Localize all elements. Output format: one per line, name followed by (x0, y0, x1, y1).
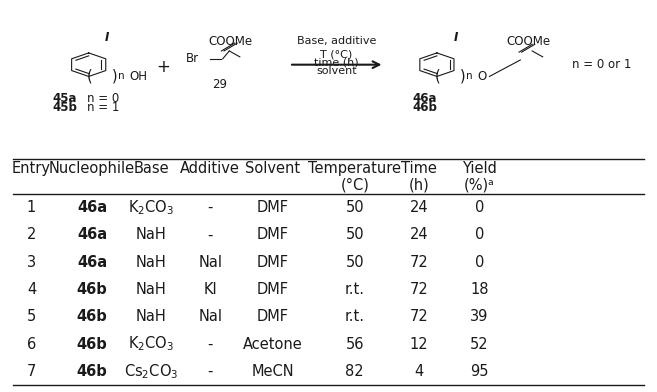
Text: (h): (h) (409, 178, 430, 192)
Text: n = 0: n = 0 (87, 91, 120, 105)
Text: Acetone: Acetone (243, 337, 302, 352)
Text: 46a: 46a (77, 227, 107, 242)
Text: MeCN: MeCN (252, 364, 294, 379)
Text: 39: 39 (470, 309, 489, 324)
Text: +: + (156, 58, 170, 76)
Text: 50: 50 (346, 227, 364, 242)
Text: Base: Base (133, 161, 169, 176)
Text: NaH: NaH (136, 255, 166, 270)
Text: T (°C): T (°C) (320, 49, 353, 59)
Text: n = 1: n = 1 (87, 101, 120, 114)
Text: 72: 72 (410, 309, 428, 324)
Text: 1: 1 (27, 200, 36, 215)
Text: Yield: Yield (462, 161, 497, 176)
Text: COOMe: COOMe (208, 34, 252, 48)
Text: (°C): (°C) (340, 178, 369, 192)
Text: 5: 5 (27, 309, 36, 324)
Text: 4: 4 (415, 364, 424, 379)
Text: n: n (466, 71, 473, 82)
Text: 46a: 46a (413, 91, 438, 105)
Text: -: - (208, 200, 213, 215)
Text: n: n (118, 71, 125, 82)
Text: 72: 72 (410, 282, 428, 297)
Text: r.t.: r.t. (345, 309, 365, 324)
Text: -: - (208, 364, 213, 379)
Text: 72: 72 (410, 255, 428, 270)
Text: time (h): time (h) (314, 58, 359, 68)
Text: 52: 52 (470, 337, 489, 352)
Text: 82: 82 (346, 364, 364, 379)
Text: 24: 24 (410, 200, 428, 215)
Text: 45a: 45a (53, 91, 77, 105)
Text: 46a: 46a (77, 255, 107, 270)
Text: COOMe: COOMe (507, 35, 551, 49)
Text: Time: Time (401, 161, 437, 176)
Text: 45b: 45b (53, 101, 78, 114)
Text: 46b: 46b (77, 282, 107, 297)
Text: 46b: 46b (77, 309, 107, 324)
Text: DMF: DMF (257, 255, 288, 270)
Text: $\mathregular{Cs_2CO_3}$: $\mathregular{Cs_2CO_3}$ (124, 362, 178, 381)
Text: Nucleophile: Nucleophile (49, 161, 135, 176)
Text: 46b: 46b (77, 337, 107, 352)
Text: OH: OH (129, 70, 147, 83)
Text: KI: KI (204, 282, 217, 297)
Text: NaH: NaH (136, 227, 166, 242)
Text: 18: 18 (470, 282, 489, 297)
Text: 2: 2 (27, 227, 36, 242)
Text: -: - (208, 337, 213, 352)
Text: (%)ᵃ: (%)ᵃ (464, 178, 495, 192)
Text: 50: 50 (346, 255, 364, 270)
Text: (: ( (87, 69, 92, 84)
Text: Br: Br (186, 52, 199, 65)
Text: $\mathregular{K_2CO_3}$: $\mathregular{K_2CO_3}$ (128, 198, 174, 217)
Text: r.t.: r.t. (345, 282, 365, 297)
Text: DMF: DMF (257, 227, 288, 242)
Text: (: ( (435, 69, 440, 84)
Text: 95: 95 (470, 364, 489, 379)
Text: $\mathregular{K_2CO_3}$: $\mathregular{K_2CO_3}$ (128, 335, 174, 353)
Text: 12: 12 (410, 337, 428, 352)
Text: NaI: NaI (198, 255, 222, 270)
Text: 0: 0 (475, 227, 484, 242)
Text: I: I (453, 31, 458, 44)
Text: ): ) (112, 69, 118, 84)
Text: 46a: 46a (77, 200, 107, 215)
Text: 7: 7 (27, 364, 36, 379)
Text: DMF: DMF (257, 282, 288, 297)
Text: ): ) (461, 69, 466, 84)
Text: 29: 29 (213, 78, 227, 91)
Text: Solvent: Solvent (245, 161, 300, 176)
Text: Temperature: Temperature (308, 161, 401, 176)
Text: 24: 24 (410, 227, 428, 242)
Text: Additive: Additive (180, 161, 240, 176)
Text: 46b: 46b (77, 364, 107, 379)
Text: DMF: DMF (257, 309, 288, 324)
Text: 6: 6 (27, 337, 36, 352)
Text: 50: 50 (346, 200, 364, 215)
Text: solvent: solvent (316, 66, 357, 76)
Text: NaH: NaH (136, 282, 166, 297)
Text: I: I (105, 31, 110, 44)
Text: NaI: NaI (198, 309, 222, 324)
Text: 56: 56 (346, 337, 364, 352)
Text: DMF: DMF (257, 200, 288, 215)
Text: NaH: NaH (136, 309, 166, 324)
Text: 46b: 46b (413, 101, 438, 114)
Text: 3: 3 (27, 255, 36, 270)
Text: Entry: Entry (12, 161, 51, 176)
Text: O: O (478, 70, 487, 83)
Text: 4: 4 (27, 282, 36, 297)
Text: 0: 0 (475, 255, 484, 270)
Text: Base, additive: Base, additive (297, 36, 376, 46)
Text: 0: 0 (475, 200, 484, 215)
Text: n = 0 or 1: n = 0 or 1 (572, 58, 631, 71)
Text: -: - (208, 227, 213, 242)
